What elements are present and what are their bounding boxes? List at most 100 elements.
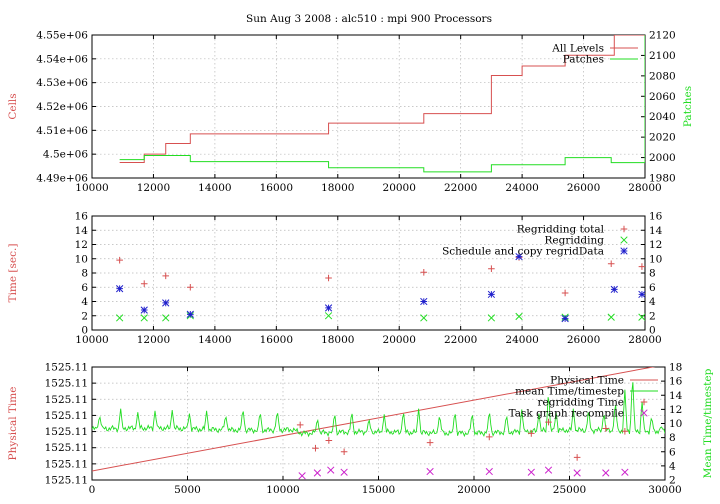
cells-patches-panel: 10000 12000 14000 16000 18000 20000 22000 24000… bbox=[7, 30, 694, 195]
data-point bbox=[607, 260, 615, 268]
legend-label: Physical Time bbox=[550, 375, 624, 387]
data-point bbox=[162, 299, 170, 307]
series-line bbox=[92, 367, 656, 472]
legend-marker bbox=[620, 236, 628, 244]
y2-axis-label: Patches bbox=[682, 86, 694, 127]
data-point bbox=[426, 467, 434, 476]
y2-tick-label: 0 bbox=[649, 325, 656, 337]
data-point bbox=[561, 289, 569, 297]
data-point bbox=[426, 439, 434, 446]
x-tick-label: 12000 bbox=[137, 182, 170, 194]
y-tick-label: 1525.11 bbox=[45, 410, 88, 422]
y-tick-label: 4.49e+06 bbox=[36, 173, 88, 185]
data-point bbox=[420, 314, 428, 322]
data-point bbox=[488, 265, 495, 273]
legend-marker bbox=[640, 409, 648, 417]
regridding-time-panel: 10000 12000 14000 16000 18000 20000 22000 24000… bbox=[7, 211, 663, 347]
figure-title: Sun Aug 3 2008 : alc510 : mpi 900 Proces… bbox=[246, 13, 492, 25]
legend-label: Patches bbox=[563, 54, 604, 66]
x-tick-label: 12000 bbox=[137, 334, 170, 346]
y2-tick-label: 2120 bbox=[649, 30, 676, 42]
data-point bbox=[621, 468, 629, 476]
plot-frame bbox=[91, 215, 646, 331]
x-tick-label: 28000 bbox=[628, 182, 661, 194]
x-tick-label: 24000 bbox=[505, 334, 538, 346]
data-point bbox=[162, 272, 170, 280]
data-point bbox=[602, 469, 610, 477]
y-tick-label: 0 bbox=[81, 325, 88, 337]
plot-area bbox=[92, 367, 665, 480]
y2-tick-label: 12 bbox=[669, 404, 682, 416]
y2-tick-label: 10 bbox=[669, 418, 682, 430]
x-tick-label: 14000 bbox=[198, 334, 231, 346]
legend-label: regridding Time bbox=[538, 397, 625, 409]
data-point bbox=[324, 304, 333, 312]
y-tick-label: 4.53e+06 bbox=[36, 77, 88, 89]
y-tick-label: 14 bbox=[75, 225, 89, 237]
y-tick-label: 4.52e+06 bbox=[36, 101, 88, 113]
y2-tick-label: 2080 bbox=[649, 70, 676, 82]
y-tick-label: 1525.11 bbox=[45, 458, 88, 470]
data-point bbox=[515, 312, 523, 321]
y-tick-label: 2 bbox=[81, 310, 88, 322]
data-point bbox=[607, 313, 615, 321]
legend-label: mean Time/timestep bbox=[515, 386, 624, 398]
x-tick-label: 18000 bbox=[321, 334, 354, 346]
y2-tick-label: 8 bbox=[649, 268, 656, 280]
y2-tick-label: 16 bbox=[649, 211, 663, 223]
y-tick-label: 1525.11 bbox=[45, 475, 88, 487]
plot-area bbox=[119, 35, 645, 173]
y2-tick-label: 18 bbox=[669, 362, 682, 374]
data-point bbox=[487, 290, 496, 299]
y-tick-label: 1525.11 bbox=[45, 394, 88, 406]
data-point bbox=[573, 469, 581, 477]
y2-tick-label: 6 bbox=[669, 446, 676, 458]
data-point bbox=[420, 297, 428, 306]
x-tick-label: 16000 bbox=[260, 334, 293, 346]
data-point bbox=[187, 283, 194, 291]
y2-tick-label: 12 bbox=[649, 239, 662, 251]
data-point bbox=[544, 466, 553, 474]
y2-tick-label: 14 bbox=[669, 390, 683, 402]
series-line bbox=[119, 35, 645, 164]
y2-tick-label: 4 bbox=[669, 460, 676, 472]
x-tick-label: 15000 bbox=[362, 484, 395, 496]
y2-tick-label: 16 bbox=[669, 376, 683, 388]
y2-axis-label: Mean Time/timestep bbox=[702, 368, 714, 478]
y-tick-label: 4 bbox=[81, 296, 88, 308]
data-point bbox=[313, 469, 322, 477]
data-point bbox=[528, 430, 535, 437]
data-point bbox=[140, 314, 148, 322]
data-point bbox=[485, 467, 493, 476]
legend-label: Regridding bbox=[544, 235, 604, 247]
y2-tick-label: 2060 bbox=[649, 91, 676, 103]
x-tick-label: 10000 bbox=[75, 334, 108, 346]
legend-label: All Levels bbox=[551, 43, 604, 55]
data-point bbox=[312, 444, 319, 452]
x-tick-label: 20000 bbox=[457, 484, 490, 496]
data-point bbox=[638, 313, 645, 321]
x-tick-label: 25000 bbox=[553, 484, 586, 496]
y-axis-label: Time [sec.] bbox=[7, 244, 19, 303]
data-point bbox=[116, 256, 123, 264]
x-tick-label: 22000 bbox=[444, 182, 477, 194]
y2-tick-label: 6 bbox=[649, 282, 656, 294]
x-tick-label: 5000 bbox=[174, 484, 201, 496]
data-point bbox=[545, 418, 552, 426]
data-point bbox=[527, 468, 535, 476]
series-line bbox=[92, 382, 665, 438]
legend-label: Schedule and copy regridData bbox=[442, 246, 604, 258]
x-tick-label: 20000 bbox=[383, 334, 416, 346]
data-point bbox=[487, 314, 496, 322]
y2-tick-label: 2040 bbox=[649, 111, 676, 123]
data-point bbox=[115, 314, 124, 322]
physical-time-panel: 0 5000 10000 15000 20000 25000 30000 1525.11 152… bbox=[7, 362, 714, 497]
y-axis-label: Physical Time bbox=[7, 387, 19, 461]
data-point bbox=[325, 437, 333, 444]
y2-tick-label: 4 bbox=[649, 296, 656, 308]
data-point bbox=[485, 433, 493, 441]
data-point bbox=[298, 472, 306, 480]
x-tick-label: 0 bbox=[89, 484, 96, 496]
